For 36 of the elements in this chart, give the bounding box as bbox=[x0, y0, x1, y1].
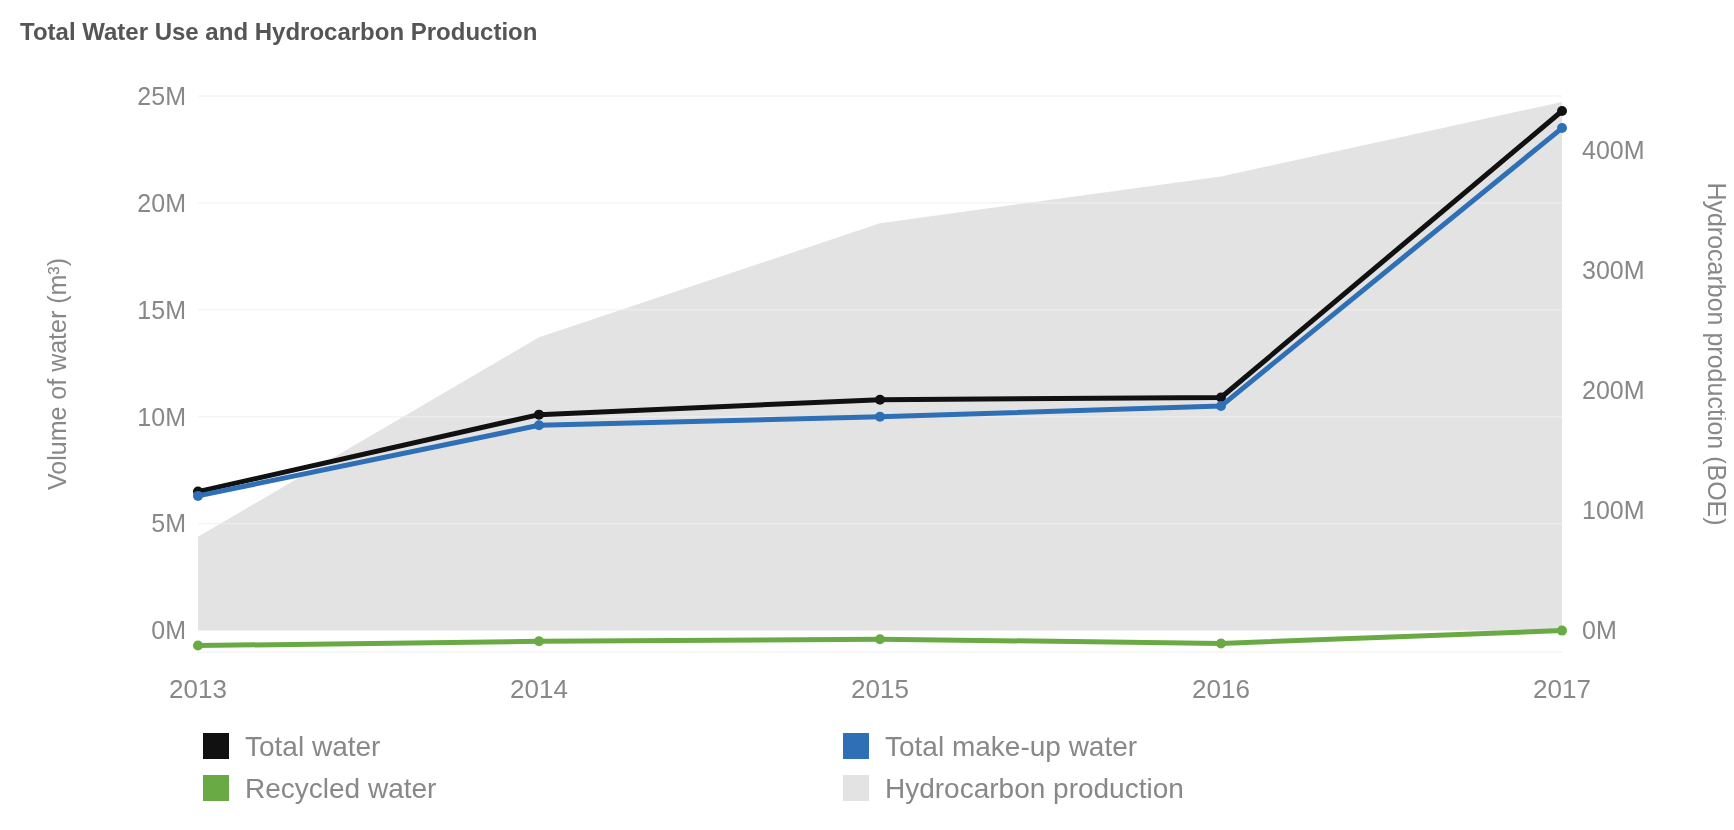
y-axis-title: Volume of water (m³) bbox=[43, 257, 71, 491]
y-tick-label: 20M bbox=[137, 188, 186, 217]
chart-title: Total Water Use and Hydrocarbon Production bbox=[20, 18, 538, 45]
point bbox=[193, 640, 203, 651]
y2-tick-label: 0M bbox=[1582, 616, 1617, 645]
y2-tick-label: 300M bbox=[1582, 255, 1645, 284]
x-tick-label: 2016 bbox=[1192, 674, 1250, 704]
point bbox=[193, 490, 203, 501]
point bbox=[875, 411, 885, 422]
x-tick-label: 2013 bbox=[169, 674, 227, 704]
x-tick-label: 2017 bbox=[1533, 674, 1591, 704]
x-tick-label: 2014 bbox=[510, 674, 568, 704]
point bbox=[1216, 401, 1226, 412]
point bbox=[1557, 123, 1567, 134]
point bbox=[534, 409, 544, 420]
point bbox=[875, 394, 885, 405]
y2-tick-label: 400M bbox=[1582, 135, 1645, 164]
legend-label: Hydrocarbon production bbox=[885, 772, 1184, 804]
point bbox=[534, 420, 544, 431]
point bbox=[1216, 638, 1226, 649]
y2-tick-label: 100M bbox=[1582, 496, 1645, 525]
y-tick-label: 0M bbox=[151, 616, 186, 645]
point bbox=[875, 634, 885, 645]
y-tick-label: 5M bbox=[151, 509, 186, 538]
point bbox=[1557, 625, 1567, 636]
legend-label: Total water bbox=[245, 730, 381, 762]
y2-axis-title: Hydrocarbon production (BOE) bbox=[1703, 182, 1731, 526]
y-tick-label: 10M bbox=[137, 402, 186, 431]
y-tick-label: 15M bbox=[137, 295, 186, 324]
legend-label: Recycled water bbox=[245, 772, 437, 804]
y-tick-label: 25M bbox=[137, 81, 186, 110]
legend-label: Total make-up water bbox=[885, 730, 1138, 762]
point bbox=[1557, 105, 1567, 116]
x-tick-label: 2015 bbox=[851, 674, 909, 704]
y2-tick-label: 200M bbox=[1582, 375, 1645, 404]
point bbox=[534, 636, 544, 647]
